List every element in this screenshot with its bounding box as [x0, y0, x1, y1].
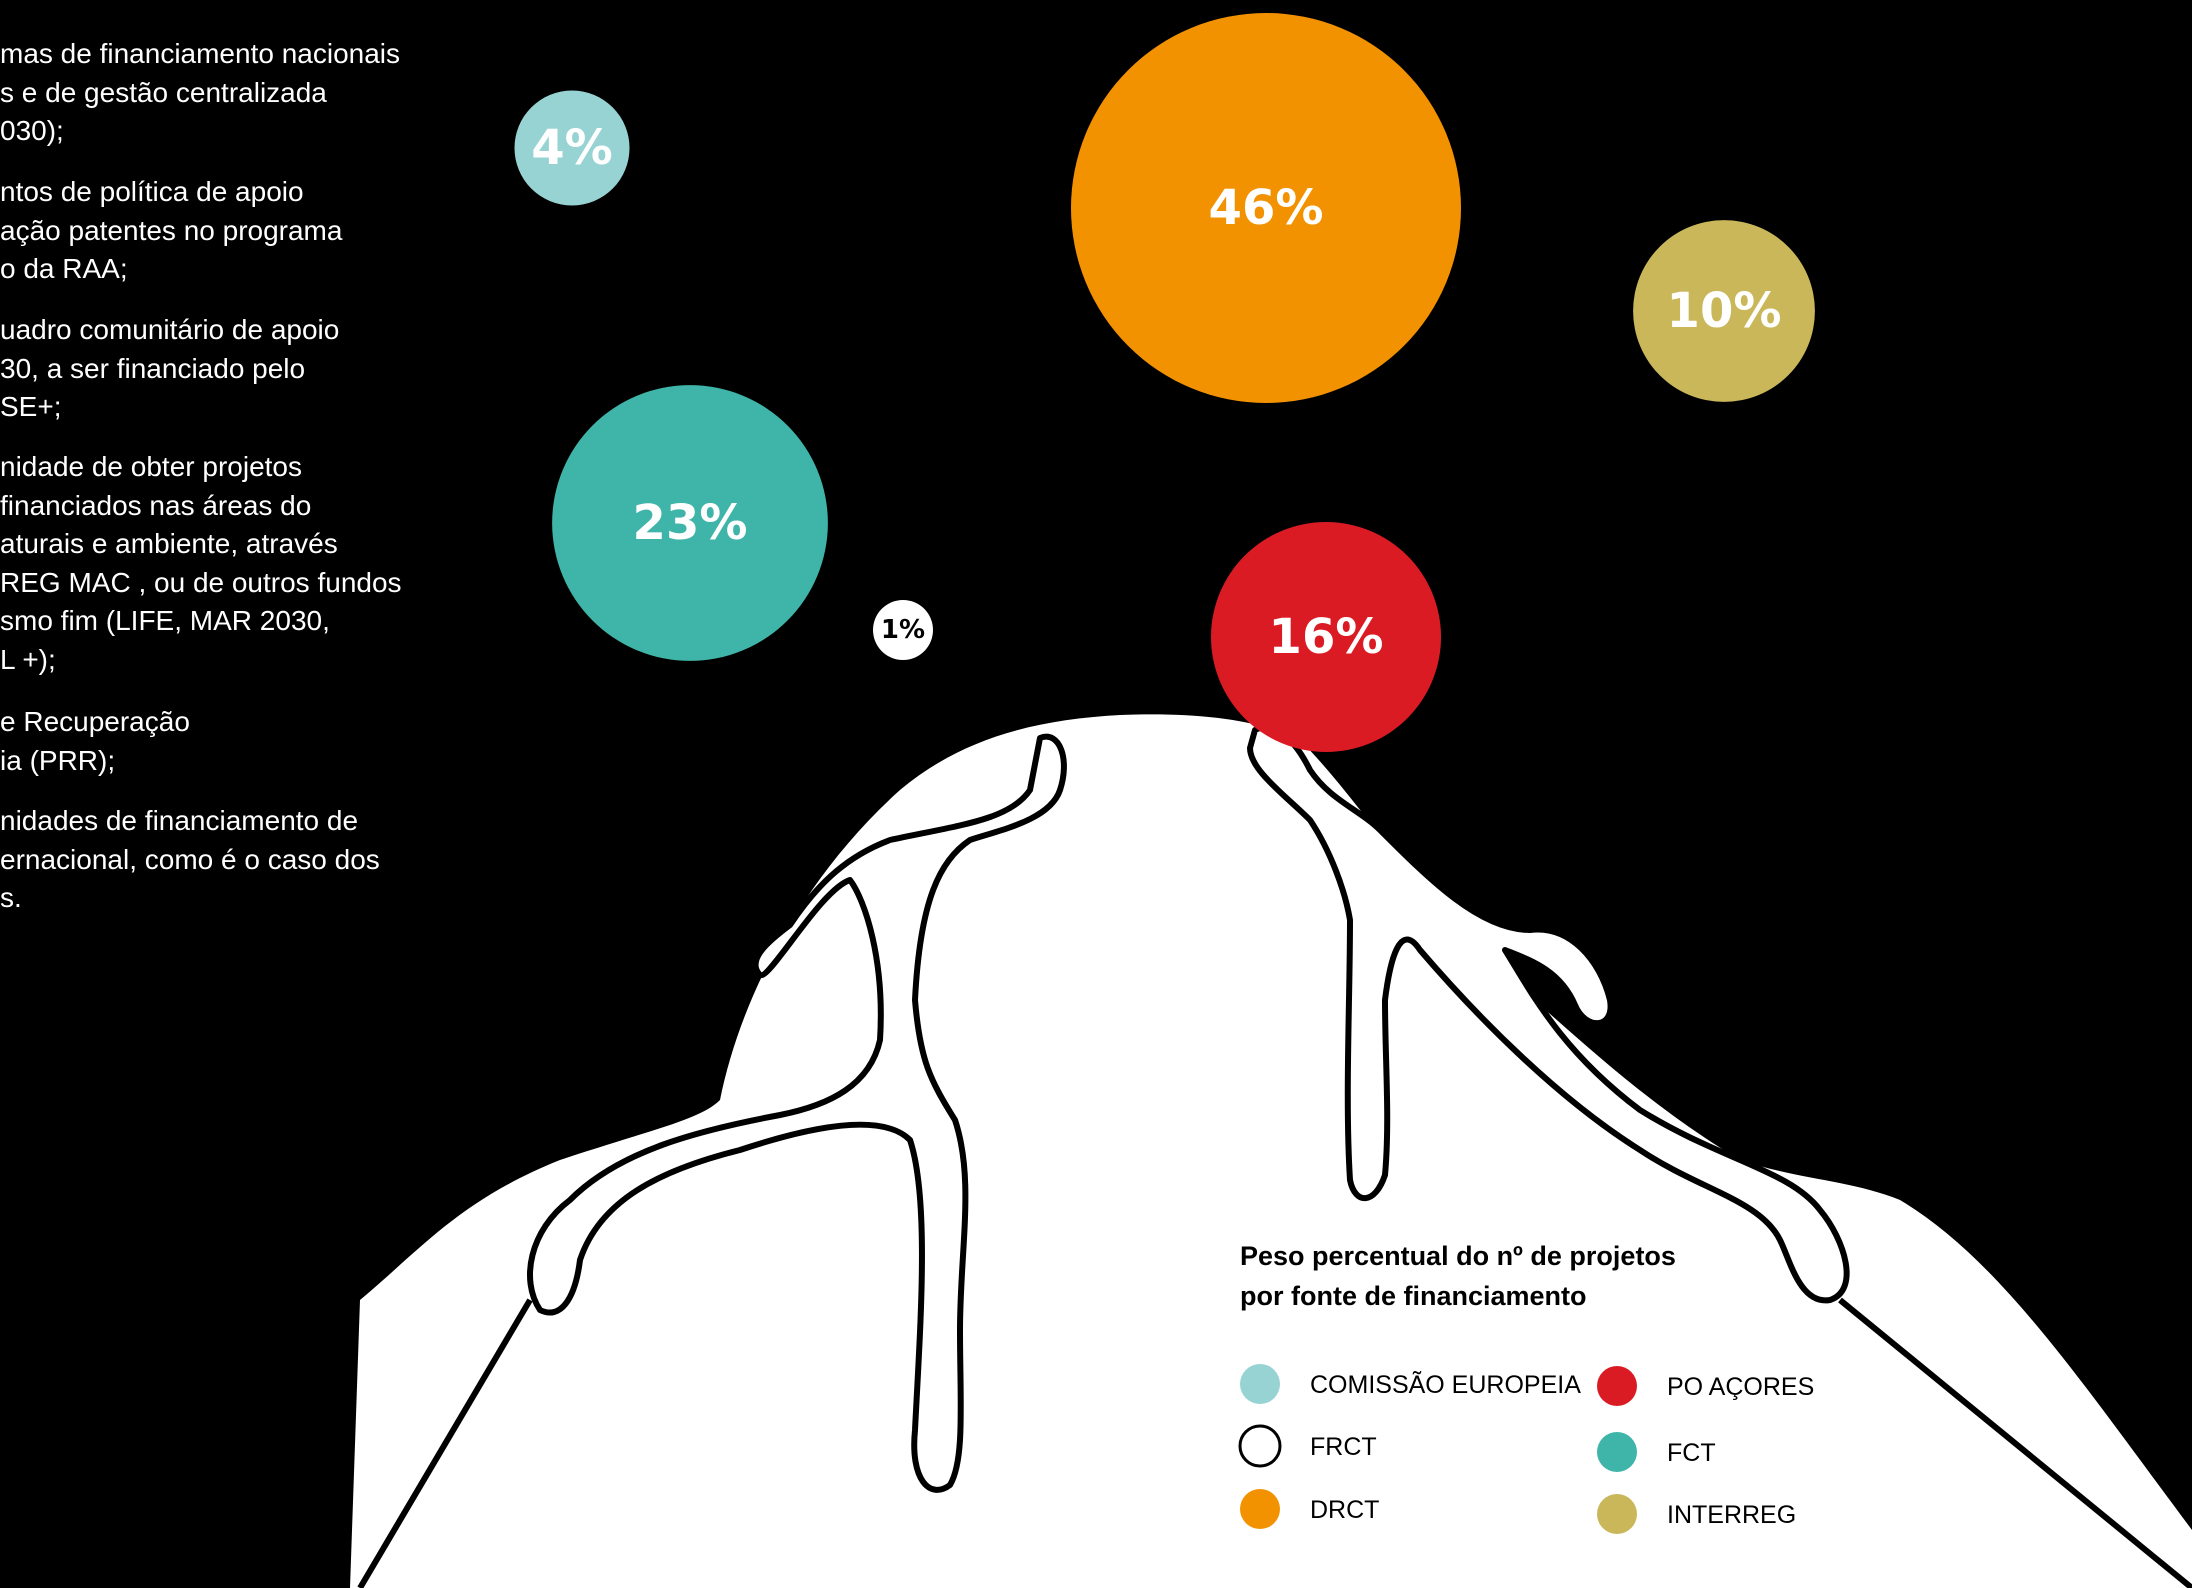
bubble-circle: [1633, 220, 1815, 402]
text-block: nidade de obter projetos financiados nas …: [0, 448, 402, 679]
text-line: e Recuperação: [0, 706, 190, 737]
legend-title: por fonte de financiamento: [1240, 1281, 1587, 1311]
bubble: 16%: [1210, 521, 1442, 753]
text-line: uadro comunitário de apoio: [0, 314, 340, 345]
text-line: L +);: [0, 643, 56, 675]
text-line: SE+;: [0, 391, 62, 422]
legend-item: FRCT: [1238, 1424, 1377, 1468]
mountain-outline-left: [357, 1298, 533, 1588]
text-line: mas de financiamento nacionais: [0, 38, 401, 69]
text-line: 30, a ser financiado pelo: [0, 352, 306, 384]
legend: Peso percentual do nº de projetos por fon…: [1238, 1241, 1814, 1534]
bubble-circle: [514, 90, 630, 206]
legend-swatch: [1240, 1489, 1280, 1529]
bubble: 10%: [1633, 220, 1815, 402]
mountain-outline-right: [1838, 1297, 2192, 1588]
text-line: ação patentes no programa: [0, 214, 343, 246]
legend-swatch: [1597, 1366, 1637, 1406]
legend-title: Peso percentual do nº de projetos: [1240, 1241, 1676, 1271]
text-block: ntos de política de apoio ação patentes n…: [0, 173, 342, 289]
text-line: ia (PRR);: [0, 744, 116, 776]
legend-item: DRCT: [1240, 1489, 1379, 1529]
text-line: s.: [0, 882, 22, 913]
text-line: smo fim (LIFE, MAR 2030,: [0, 605, 330, 636]
text-line: nidades de financiamento de: [0, 805, 359, 836]
bubble: 46%: [1071, 13, 1461, 403]
text-line: o da RAA;: [0, 253, 128, 284]
legend-label: COMISSÃO EUROPEIA: [1310, 1370, 1581, 1399]
bubble: 4%: [514, 90, 630, 206]
text-block: e Recuperação ia (PRR);: [0, 703, 190, 780]
legend-item: COMISSÃO EUROPEIA: [1240, 1364, 1581, 1404]
mountain-shape: [350, 714, 2192, 1588]
text-block: nidades de financiamento de ernacional, c…: [0, 802, 380, 918]
bubble-circle: [552, 385, 828, 661]
drip-left: [527, 733, 1067, 1493]
legend-swatch: [1597, 1432, 1637, 1472]
legend-swatch: [1240, 1364, 1280, 1404]
bubble-label: 46%: [1209, 180, 1324, 236]
bubble-circle: [1210, 521, 1442, 753]
bubble-label: 10%: [1667, 283, 1782, 339]
text-line: ernacional, como é o caso dos: [0, 843, 380, 875]
legend-label: FCT: [1667, 1439, 1716, 1467]
legend-label: DRCT: [1310, 1496, 1379, 1524]
legend-label: PO AÇORES: [1667, 1373, 1814, 1401]
legend-swatch: [1597, 1494, 1637, 1534]
text-line: ntos de política de apoio: [0, 176, 304, 207]
text-line: 030);: [0, 115, 64, 146]
drip-right: [1247, 724, 1850, 1304]
text-line: s e de gestão centralizada: [0, 76, 327, 108]
legend-item: FCT: [1597, 1432, 1716, 1472]
legend-label: INTERREG: [1667, 1501, 1796, 1529]
bubble: 1%: [873, 600, 933, 660]
text-line: aturais e ambiente, através: [0, 528, 338, 559]
legend-label: FRCT: [1310, 1433, 1377, 1461]
text-block: uadro comunitário de apoio 30, a ser fina…: [0, 311, 339, 427]
bubble-label: 4%: [531, 120, 613, 176]
bubble-circle: [873, 600, 933, 660]
legend-item: PO AÇORES: [1597, 1366, 1814, 1406]
bubble-circle: [1071, 13, 1461, 403]
text-line: financiados nas áreas do: [0, 489, 312, 521]
legend-item: INTERREG: [1597, 1494, 1796, 1534]
bubble-series: 4% 1% 46% 16% 23% 10%: [514, 13, 1815, 753]
legend-swatch: [1238, 1424, 1282, 1468]
text-line: nidade de obter projetos: [0, 451, 302, 482]
mountain-illustration: [350, 714, 2192, 1588]
bubble-label: 23%: [633, 495, 748, 551]
text-line: REG MAC , ou de outros fundos: [0, 566, 402, 598]
text-block: mas de financiamento nacionais s e de ges…: [0, 35, 400, 151]
bubble-label: 16%: [1269, 609, 1384, 665]
bubble: 23%: [552, 385, 828, 661]
bubble-label: 1%: [881, 615, 925, 645]
